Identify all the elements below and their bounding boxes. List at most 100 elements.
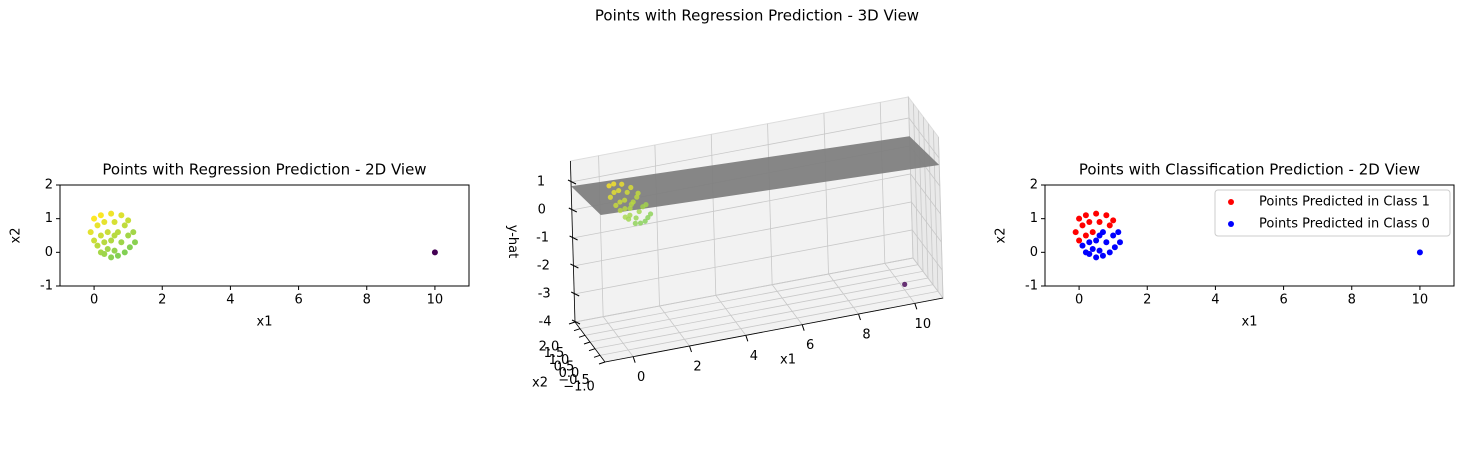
x-axis-label: x1 — [257, 315, 273, 330]
point — [101, 239, 108, 246]
point — [1079, 242, 1086, 249]
legend-marker — [1228, 221, 1234, 227]
point — [1086, 239, 1093, 246]
grid-line — [574, 257, 944, 323]
y-tick-label: 1.5 — [544, 346, 565, 361]
y-tick-label: 2 — [45, 178, 53, 193]
x-tick-label: 6 — [1279, 293, 1287, 308]
x-tick-mark — [745, 335, 749, 342]
point — [1096, 219, 1103, 226]
x-tick-label: 8 — [1348, 293, 1356, 308]
x-tick-mark — [858, 313, 861, 321]
point — [1093, 254, 1100, 261]
point — [126, 244, 133, 251]
point — [1110, 217, 1117, 224]
point — [91, 237, 98, 244]
point — [1103, 239, 1110, 246]
point — [94, 242, 101, 249]
point — [108, 237, 115, 244]
z-tick-label: -2 — [537, 259, 550, 274]
point — [1096, 232, 1103, 239]
y-tick-label: -1 — [1025, 279, 1038, 294]
grid-line — [573, 201, 942, 267]
x-tick-mark — [801, 324, 805, 331]
point — [1076, 215, 1083, 222]
point — [902, 281, 908, 287]
point — [635, 190, 641, 196]
x-tick-mark — [689, 345, 692, 353]
point — [645, 214, 651, 221]
point — [87, 229, 94, 236]
legend-marker — [1228, 199, 1234, 205]
point — [617, 199, 623, 205]
point — [1072, 229, 1079, 236]
point — [1110, 232, 1117, 239]
point — [97, 212, 104, 219]
legend-label: Points Predicted in Class 0 — [1259, 217, 1430, 232]
point — [625, 216, 632, 222]
z-tick-label: 1 — [537, 175, 545, 190]
point — [97, 232, 104, 239]
point — [1079, 222, 1086, 229]
point — [627, 212, 633, 218]
point — [1116, 239, 1123, 246]
point — [1082, 212, 1089, 219]
axes-background — [60, 185, 469, 286]
x-axis-label: x1 — [780, 353, 796, 368]
y-tick-label: 0.5 — [554, 360, 575, 375]
point — [647, 211, 654, 217]
point — [611, 181, 617, 187]
y-tick-mark — [578, 334, 586, 338]
x-tick-label: 0 — [637, 370, 645, 385]
point — [118, 239, 125, 246]
point — [111, 247, 118, 254]
point — [1093, 210, 1100, 217]
point — [1416, 249, 1423, 256]
x-tick-mark — [914, 303, 918, 310]
y-tick-label: 2 — [1030, 178, 1038, 193]
z-tick-label: -4 — [539, 315, 552, 330]
x-tick-label: 8 — [363, 293, 371, 308]
y-tick-label: 1 — [45, 211, 53, 226]
point — [640, 204, 646, 210]
x-tick-label: 6 — [806, 338, 814, 353]
point — [632, 220, 638, 226]
z-tick-mark — [569, 235, 578, 241]
x-tick-label: 10 — [1412, 293, 1429, 308]
point — [1086, 251, 1093, 258]
z-tick-mark — [568, 207, 578, 213]
point — [613, 202, 619, 208]
point — [1106, 222, 1113, 229]
y-tick-label: -1 — [40, 279, 53, 294]
x-tick-label: 2 — [158, 293, 166, 308]
y-tick-label: 0.0 — [559, 366, 580, 381]
point — [104, 229, 111, 236]
x-axis-line — [604, 297, 944, 363]
regression-plane — [571, 136, 940, 215]
legend-label: Points Predicted in Class 1 — [1259, 195, 1430, 210]
y-axis-label: x2 — [532, 376, 548, 391]
point — [101, 251, 108, 258]
point — [108, 210, 115, 217]
point — [637, 220, 644, 226]
y-tick-label: 1 — [1030, 211, 1038, 226]
point — [1115, 229, 1122, 236]
axes-title: Points with Classification Prediction - … — [1079, 161, 1420, 179]
figure-title: Points with Regression Prediction - 3D V… — [595, 7, 919, 25]
point — [1103, 212, 1110, 219]
y-tick-label: 2.0 — [539, 340, 560, 355]
point — [1086, 219, 1093, 226]
point — [91, 215, 98, 222]
point — [628, 201, 634, 207]
z-tick-mark — [567, 179, 577, 185]
point — [431, 249, 438, 256]
y-tick-label: −1.0 — [563, 380, 595, 395]
point — [622, 206, 628, 212]
z-tick-mark — [571, 319, 581, 325]
z-tick-mark — [570, 263, 579, 269]
point — [121, 249, 128, 256]
y-tick-label: −0.5 — [558, 373, 590, 388]
z-tick-mark — [570, 291, 580, 297]
point — [131, 239, 138, 246]
